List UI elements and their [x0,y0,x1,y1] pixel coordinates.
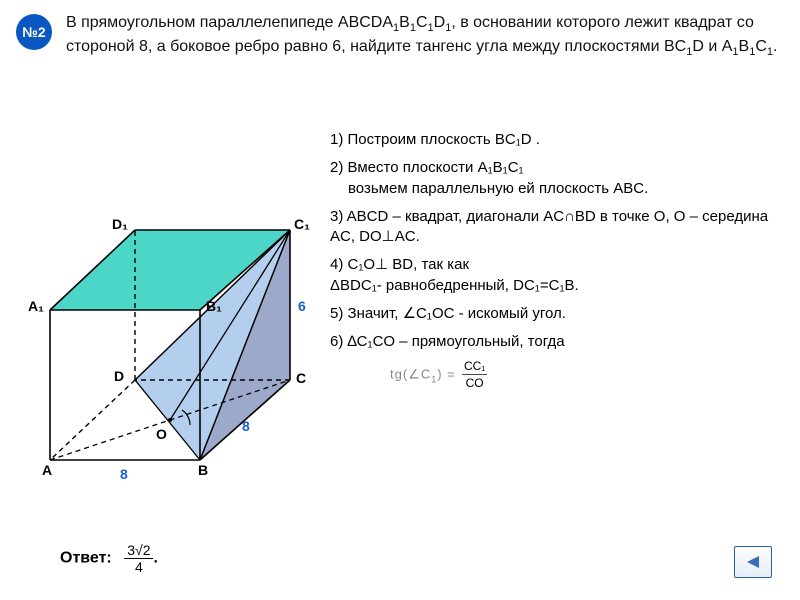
step-2a: 2) Вместо плоскости A₁B₁C₁ [330,159,524,176]
label-B: B [198,462,208,478]
answer-block: Ответ: 3√2 4 . [60,542,158,575]
label-D: D [114,368,124,384]
label-C: C [296,370,306,386]
formula-left: tg(∠C [390,367,431,382]
answer-dot: . [153,550,157,567]
problem-number-badge: №2 [16,14,52,50]
formula-den: CO [462,375,487,391]
label-A: A [42,462,52,478]
step-5: 5) Значит, ∠C₁OC - искомый угол. [330,304,786,324]
geometry-diagram: A B C D A₁ B₁ C₁ D₁ O 8 8 6 [20,130,320,490]
step-6-text: 6) ∆C₁CO – прямоугольный, тогда [330,333,565,350]
label-A1: A₁ [28,298,44,314]
dim-8-bottom: 8 [120,466,128,482]
formula-mid: ) = [437,367,456,382]
label-D1: D₁ [112,216,128,232]
step-6-formula: tg(∠C1) = CC₁ CO [330,358,786,391]
step-4b: ΔBDC₁- равнобедренный, DC₁=C₁B. [330,277,579,294]
triangle-left-icon [743,554,763,570]
prev-button[interactable] [734,546,772,578]
answer-num: 3√2 [124,542,153,559]
step-4a: 4) C₁O⊥ BD, так как [330,256,469,273]
step-6: 6) ∆C₁CO – прямоугольный, тогда tg(∠C1) … [330,332,786,392]
answer-label: Ответ: [60,550,112,567]
label-C1: C₁ [294,216,310,232]
step-3: 3) ABCD – квадрат, диагонали AC∩BD в точ… [330,207,786,248]
answer-den: 4 [124,559,153,575]
answer-fraction: 3√2 4 [124,542,153,575]
formula-num: CC₁ [462,358,487,375]
problem-text: В прямоугольном параллелепипеде ABCDA1B1… [66,12,780,60]
step-2b: возьмем параллельную ей плоскость ABC. [330,179,648,199]
step-1: 1) Построим плоскость BC₁D . [330,130,786,150]
dim-6: 6 [298,298,306,314]
step-4: 4) C₁O⊥ BD, так как ΔBDC₁- равнобедренны… [330,255,786,296]
solution-steps: 1) Построим плоскость BC₁D . 2) Вместо п… [330,130,786,400]
step-2: 2) Вместо плоскости A₁B₁C₁ возьмем парал… [330,158,786,199]
dim-8-side: 8 [242,418,250,434]
label-O: O [156,426,167,442]
label-B1: B₁ [206,298,222,314]
formula-fraction: CC₁ CO [462,358,487,391]
